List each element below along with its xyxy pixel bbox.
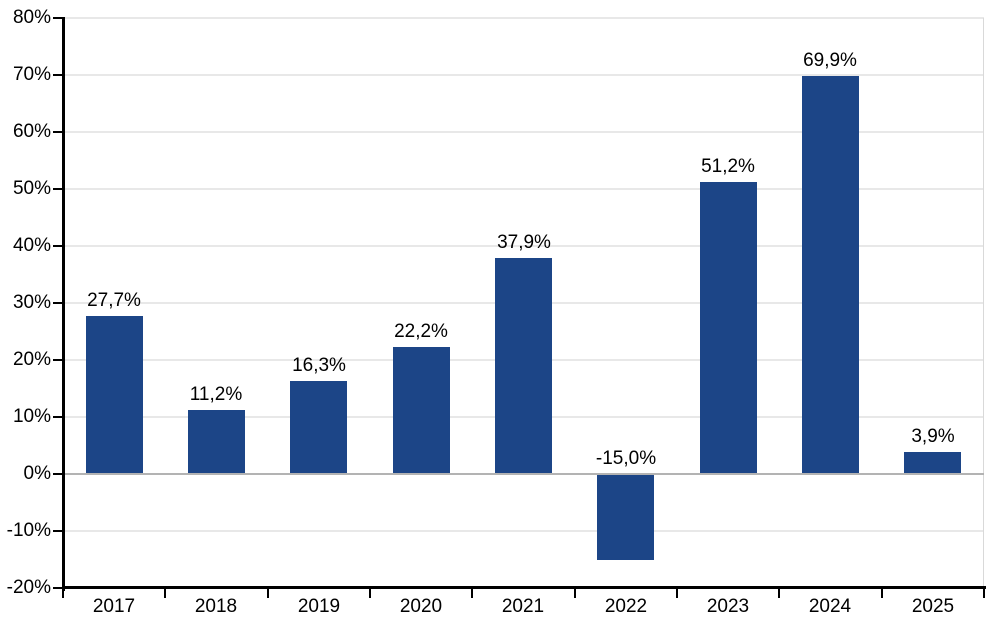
bar-value-label-2017: 27,7% [87, 290, 141, 311]
x-axis-tick [62, 586, 64, 598]
y-axis-tick [53, 587, 64, 589]
y-axis-tick-label: 10% [12, 406, 51, 427]
x-axis-tick [369, 586, 371, 598]
y-axis-tick [53, 131, 64, 133]
y-axis-tick-label: 20% [12, 349, 51, 370]
x-axis-tick [267, 586, 269, 598]
bar-value-label-2021: 37,9% [497, 232, 551, 253]
y-axis-tick [53, 359, 64, 361]
bar-2021 [495, 258, 552, 474]
x-axis-tick-label-2023: 2023 [706, 596, 750, 617]
bar-value-label-2020: 22,2% [394, 321, 448, 342]
bar-2023 [700, 182, 757, 474]
x-axis-tick [676, 586, 678, 598]
bar-2025 [904, 452, 961, 474]
gridline-80 [65, 17, 984, 19]
x-axis-tick [983, 586, 985, 598]
gridline-70 [65, 74, 984, 76]
x-axis-tick-label-2021: 2021 [501, 596, 545, 617]
x-axis-tick-label-2025: 2025 [911, 596, 955, 617]
gridline-50 [65, 188, 984, 190]
x-axis-tick-label-2018: 2018 [194, 596, 238, 617]
y-axis-tick [53, 17, 64, 19]
bar-value-label-2025: 3,9% [911, 426, 955, 447]
bar-2017 [86, 316, 143, 474]
y-axis-tick [53, 530, 64, 532]
x-axis-tick-label-2017: 2017 [92, 596, 136, 617]
bar-value-label-2018: 11,2% [189, 384, 243, 405]
x-axis-tick [164, 586, 166, 598]
y-axis-tick-label: -20% [6, 577, 51, 598]
x-axis-tick [778, 586, 780, 598]
y-axis-line [62, 17, 65, 591]
y-axis-tick-label: 60% [12, 121, 51, 142]
bar-value-label-2019: 16,3% [292, 355, 346, 376]
bar-value-label-2022: -15,0% [595, 448, 657, 469]
x-axis-tick [881, 586, 883, 598]
bar-2018 [188, 410, 245, 474]
x-axis-line [62, 586, 986, 589]
y-axis-tick-label: 40% [12, 235, 51, 256]
y-axis-tick-label: 80% [12, 7, 51, 28]
zero-line [65, 473, 984, 475]
y-axis-tick [53, 302, 64, 304]
bar-2022 [597, 474, 654, 560]
y-axis-tick [53, 416, 64, 418]
x-axis-tick-label-2024: 2024 [808, 596, 852, 617]
x-axis-tick-label-2022: 2022 [604, 596, 648, 617]
y-axis-tick-label: 50% [12, 178, 51, 199]
bar-2024 [802, 76, 859, 474]
y-axis-tick-label: 30% [12, 292, 51, 313]
x-axis-tick-label-2019: 2019 [297, 596, 341, 617]
gridline-60 [65, 131, 984, 133]
x-axis-tick-label-2020: 2020 [399, 596, 443, 617]
x-axis-tick [574, 586, 576, 598]
y-axis-tick [53, 473, 64, 475]
bar-value-label-2023: 51,2% [701, 156, 755, 177]
y-axis-tick-label: 0% [23, 463, 51, 484]
bar-value-label-2024: 69,9% [803, 50, 857, 71]
x-axis-tick [471, 586, 473, 598]
gridline-40 [65, 245, 984, 247]
y-axis-tick [53, 74, 64, 76]
bar-2019 [290, 381, 347, 474]
plot-right-border [983, 18, 984, 586]
y-axis-tick [53, 245, 64, 247]
bar-2020 [393, 347, 450, 474]
y-axis-tick [53, 188, 64, 190]
gridline--10 [65, 530, 984, 532]
y-axis-tick-label: 70% [12, 64, 51, 85]
y-axis-tick-label: -10% [6, 520, 51, 541]
